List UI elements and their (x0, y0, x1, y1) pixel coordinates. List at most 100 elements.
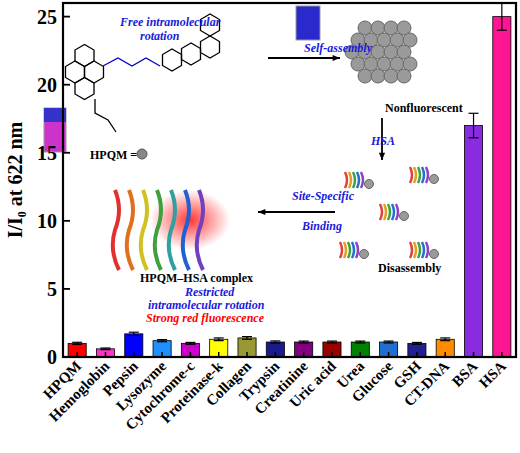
x-tick (303, 352, 305, 357)
protein (356, 242, 358, 258)
protein (127, 190, 133, 270)
bar (351, 342, 369, 357)
x-tick (76, 352, 78, 357)
y-tick (63, 356, 70, 358)
protein (155, 190, 161, 270)
bar (323, 342, 341, 357)
ring (75, 78, 94, 100)
protein (414, 167, 416, 183)
nanoparticle (365, 180, 374, 189)
annotation: rotation (140, 29, 180, 43)
y-tick-label: 15 (37, 142, 57, 164)
arrow (258, 211, 335, 213)
protein (388, 204, 390, 220)
y-tick-label: 5 (47, 278, 57, 300)
y-tick-label: 10 (37, 210, 57, 232)
protein (392, 204, 394, 220)
annotation: HSA (370, 134, 395, 148)
protein (345, 172, 347, 188)
y-axis-title: I/I₀ at 622 nm (4, 121, 26, 238)
error-bar (214, 338, 224, 341)
nanoparticle (371, 69, 385, 83)
plot-frame (63, 3, 516, 357)
annotation: HPQM = (90, 148, 137, 162)
annotation: Free intramolecular (119, 15, 221, 29)
x-axis: HPQMHemoglobinPepsinLysozymeCytochrome-c… (40, 352, 509, 433)
chain (103, 58, 160, 66)
y-tick (63, 288, 70, 290)
annotation: HPQM–HSA complex (140, 271, 253, 285)
nanoparticle (358, 69, 372, 83)
protein (353, 172, 355, 188)
vial (296, 6, 320, 40)
protein (410, 242, 412, 258)
protein (418, 167, 420, 183)
error-bar (185, 342, 195, 344)
x-tick (161, 352, 163, 357)
nanoparticle (397, 69, 411, 83)
bar (380, 342, 398, 357)
bar (68, 343, 86, 357)
annotation: Site-Specific (292, 189, 355, 203)
nanoparticle (400, 212, 409, 221)
error-bar (355, 341, 365, 343)
y-tick-label: 20 (37, 74, 57, 96)
nanoparticle (384, 69, 398, 83)
x-tick (444, 352, 446, 357)
ring (201, 36, 220, 58)
protein (344, 242, 346, 258)
annotation: intramolecular rotation (148, 298, 265, 312)
x-tick-label: BSA (449, 358, 481, 390)
inset-illustration (44, 6, 439, 270)
protein (426, 167, 428, 183)
error-bar (129, 332, 139, 335)
annotation: Strong red fluorescence (146, 311, 265, 325)
error-bar (100, 348, 110, 350)
y-tick-label: 0 (47, 346, 57, 368)
x-tick (388, 352, 390, 357)
annotation: Nonfluorescent (385, 101, 463, 115)
y-axis: 0 5 10 15 20 25 (37, 6, 70, 368)
ring (182, 43, 201, 65)
protein (380, 204, 382, 220)
protein (384, 204, 386, 220)
protein (352, 242, 354, 258)
error-bar (270, 341, 280, 343)
annotation: Self-assembly (304, 41, 373, 55)
x-tick (473, 352, 475, 357)
bar (96, 349, 114, 357)
protein (426, 242, 428, 258)
error-bar (497, 3, 507, 30)
x-tick (501, 352, 503, 357)
x-tick (105, 352, 107, 357)
nanoparticle (430, 175, 439, 184)
x-tick (360, 352, 362, 357)
protein (141, 190, 147, 270)
x-tick (218, 352, 220, 357)
bar (266, 342, 284, 357)
bar (153, 341, 171, 357)
protein (183, 190, 189, 270)
annotation: Binding (301, 219, 342, 233)
x-tick (190, 352, 192, 357)
y-tick (63, 84, 70, 86)
error-bar (157, 340, 167, 342)
protein (340, 242, 342, 258)
x-tick-label: Glucose (348, 358, 395, 405)
bar (408, 343, 426, 357)
error-bar (412, 342, 422, 344)
annotation: Restricted (184, 285, 235, 299)
annotation: Disassembly (378, 261, 441, 275)
protein (414, 242, 416, 258)
error-bar (384, 341, 394, 343)
error-bar (440, 338, 450, 341)
arrow-head (258, 209, 265, 215)
x-tick (246, 352, 248, 357)
error-bar (327, 341, 337, 343)
bar (493, 17, 511, 357)
protein (348, 242, 350, 258)
x-tick (275, 352, 277, 357)
bar (295, 342, 313, 357)
y-tick-label: 25 (37, 6, 57, 28)
x-tick-label: Uric acid (286, 357, 339, 410)
